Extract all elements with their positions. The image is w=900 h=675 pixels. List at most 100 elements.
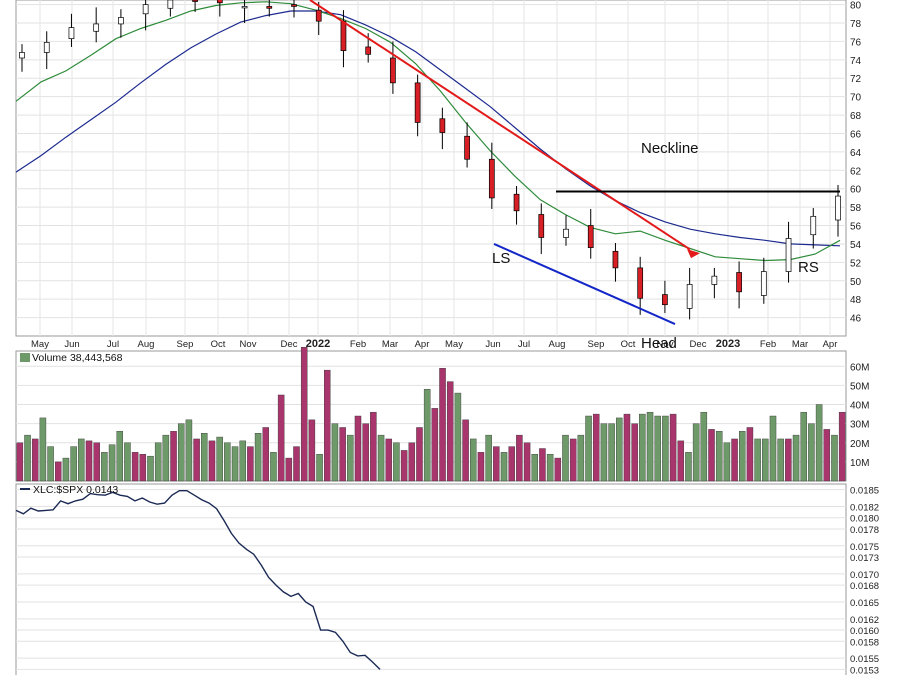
volume-y-tick-label: 20M <box>850 439 869 450</box>
volume-bar-up <box>78 438 85 482</box>
volume-bar-up <box>177 423 185 482</box>
candle-down <box>662 294 668 306</box>
volume-bar-up <box>577 434 585 482</box>
volume-bar-up <box>316 454 323 482</box>
volume-bar-up <box>662 415 669 482</box>
volume-bar-up <box>470 438 477 482</box>
volume-bar-up <box>831 434 838 482</box>
price-y-tick-label: 54 <box>850 240 862 251</box>
volume-bar-down <box>170 431 177 482</box>
x-tick-label: Jul <box>107 339 119 350</box>
volume-bar-up <box>39 417 47 482</box>
volume-bar-up <box>24 434 31 482</box>
volume-bar-down <box>277 394 285 482</box>
volume-bar-up <box>808 423 815 482</box>
volume-bar-up <box>762 438 769 482</box>
rs-y-tick-label: 0.0182 <box>850 502 879 513</box>
moving-average-slow-line <box>15 10 841 247</box>
price-y-tick-label: 74 <box>850 56 862 67</box>
volume-bar-up <box>739 431 746 482</box>
price-y-tick-label: 50 <box>850 277 862 288</box>
price-y-tick-label: 60 <box>850 185 862 196</box>
candle-up <box>68 27 75 40</box>
volume-bar-down <box>193 438 200 482</box>
volume-bar-down <box>493 446 500 482</box>
candle-down <box>612 250 619 269</box>
volume-bar-down <box>31 438 39 482</box>
volume-bar-down <box>838 411 846 482</box>
candle-up <box>686 284 693 309</box>
candle-up <box>241 6 248 9</box>
volume-bar-up <box>347 434 354 482</box>
volume-bar-up <box>116 431 123 482</box>
candle-down <box>587 225 594 248</box>
rs-y-tick-label: 0.0175 <box>850 542 879 553</box>
volume-bar-down <box>385 438 392 482</box>
volume-bar-down <box>677 440 685 482</box>
volume-bar-down <box>139 454 147 482</box>
candle-down <box>538 214 545 238</box>
x-tick-label: Dec <box>690 339 707 350</box>
rs-label: XLC:$SPX 0.0143 <box>33 484 118 496</box>
rs-y-tick-label: 0.0155 <box>850 654 879 665</box>
volume-y-tick-label: 10M <box>850 458 869 469</box>
candle-up <box>563 228 569 238</box>
x-tick-label: Jun <box>64 339 79 350</box>
volume-bar-down <box>631 423 638 482</box>
volume-panel: 10M 20M 30M 40M 50M 60M Volume 38,443,568 <box>15 346 869 482</box>
candle-up <box>785 238 792 272</box>
left-shoulder-label: LS <box>492 250 510 267</box>
rs-y-tick-label: 0.0158 <box>850 637 879 648</box>
candle-up <box>835 195 841 221</box>
volume-y-tick-label: 60M <box>850 362 869 373</box>
volume-bar-down <box>569 438 577 482</box>
volume-bar-up <box>654 415 661 482</box>
x-tick-label: 2022 <box>306 338 330 350</box>
rs-y-tick-label: 0.0162 <box>850 615 879 626</box>
candle-down <box>390 57 396 84</box>
price-y-tick-label: 66 <box>850 129 862 140</box>
volume-bar-up <box>700 411 708 482</box>
volume-bar-down <box>293 446 300 482</box>
price-panel: 46 48 50 52 54 56 58 60 62 64 66 68 70 72 74 76 78 80 May J… <box>15 0 862 352</box>
volume-bar-down <box>516 434 523 482</box>
candle-up <box>93 23 100 32</box>
volume-bar-down <box>324 369 331 482</box>
rs-y-tick-label: 0.0180 <box>850 514 879 525</box>
price-y-tick-label: 48 <box>850 295 862 306</box>
volume-plot-area <box>15 350 847 482</box>
x-tick-label: Feb <box>350 339 366 350</box>
price-y-tick-label: 56 <box>850 222 862 233</box>
volume-bar-up <box>162 434 170 482</box>
candle-up <box>810 215 817 236</box>
candle-up <box>19 52 25 59</box>
volume-bar-down <box>400 450 408 482</box>
x-tick-label: Apr <box>823 339 838 350</box>
volume-legend-swatch <box>20 353 30 362</box>
price-y-tick-label: 62 <box>850 166 862 177</box>
volume-bar-down <box>16 442 24 482</box>
volume-bar-down <box>523 442 531 482</box>
rs-y-tick-label: 0.0160 <box>850 626 879 637</box>
left-shoulder-trend-line <box>493 243 676 325</box>
volume-bar-up <box>531 454 538 482</box>
volume-bar-up <box>546 454 554 482</box>
volume-bar-down <box>354 415 362 482</box>
price-y-tick-label: 64 <box>850 148 862 159</box>
rs-y-tick-label: 0.0165 <box>850 598 879 609</box>
volume-bar-down <box>262 427 270 482</box>
price-y-tick-label: 76 <box>850 37 862 48</box>
price-plot-area <box>15 0 847 337</box>
candle-down <box>291 4 297 7</box>
rs-y-tick-label: 0.0178 <box>850 525 879 536</box>
x-tick-label: Aug <box>549 339 566 350</box>
volume-bar-up <box>70 446 77 482</box>
price-y-tick-label: 72 <box>850 74 862 85</box>
price-y-tick-label: 46 <box>850 314 862 325</box>
volume-bar-down <box>477 452 485 482</box>
volume-label: Volume 38,443,568 <box>32 352 123 364</box>
volume-bar-up <box>754 438 761 482</box>
volume-bar-down <box>708 429 715 482</box>
